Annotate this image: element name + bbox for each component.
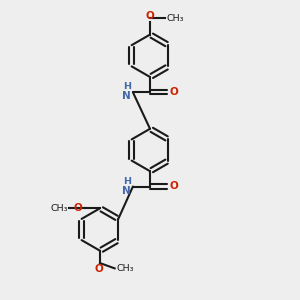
- Text: H: H: [123, 82, 131, 91]
- Text: O: O: [74, 203, 82, 213]
- Text: CH₃: CH₃: [50, 204, 68, 213]
- Text: O: O: [169, 87, 178, 97]
- Text: H: H: [123, 177, 131, 186]
- Text: N: N: [122, 92, 131, 101]
- Text: N: N: [122, 186, 131, 196]
- Text: O: O: [146, 11, 154, 21]
- Text: CH₃: CH₃: [167, 14, 184, 22]
- Text: O: O: [94, 264, 103, 274]
- Text: CH₃: CH₃: [116, 264, 134, 273]
- Text: O: O: [169, 181, 178, 191]
